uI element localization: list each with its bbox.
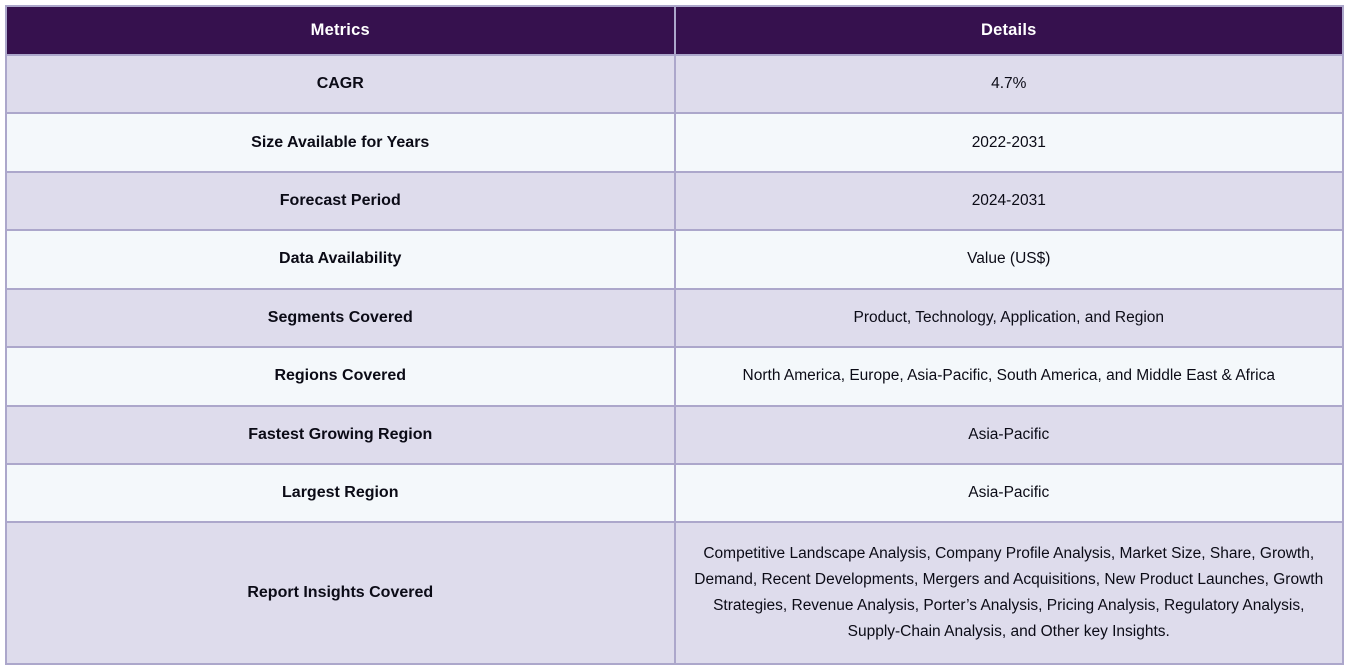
header-row: Metrics Details [5,5,1344,56]
table-row: Fastest Growing Region Asia-Pacific [5,404,1344,465]
table-row: CAGR 4.7% [5,53,1344,115]
detail-cell: Value (US$) [673,229,1344,290]
detail-cell: North America, Europe, Asia-Pacific, Sou… [673,346,1344,407]
detail-cell: Asia-Pacific [673,462,1344,524]
detail-cell: Asia-Pacific [673,404,1344,465]
table-row: Largest Region Asia-Pacific [5,462,1344,524]
detail-cell: 4.7% [673,53,1344,115]
table-row: Segments Covered Product, Technology, Ap… [5,287,1344,349]
table-row: Regions Covered North America, Europe, A… [5,346,1344,407]
detail-cell: 2024-2031 [673,170,1344,232]
metric-cell: Segments Covered [5,287,676,349]
metric-cell: Fastest Growing Region [5,404,676,465]
column-header-metrics: Metrics [5,5,676,56]
metric-cell: Forecast Period [5,170,676,232]
report-scope-table: Metrics Details CAGR 4.7% Size Available… [5,5,1344,665]
metric-cell: Size Available for Years [5,112,676,173]
detail-cell: Competitive Landscape Analysis, Company … [673,521,1344,665]
table-row: Forecast Period 2024-2031 [5,170,1344,232]
metric-cell: Largest Region [5,462,676,524]
metric-cell: CAGR [5,53,676,115]
metric-cell: Report Insights Covered [5,521,676,665]
column-header-details: Details [673,5,1344,56]
detail-cell: Product, Technology, Application, and Re… [673,287,1344,349]
table-body: CAGR 4.7% Size Available for Years 2022-… [5,53,1344,665]
table-row: Data Availability Value (US$) [5,229,1344,290]
metric-cell: Data Availability [5,229,676,290]
table-row: Size Available for Years 2022-2031 [5,112,1344,173]
detail-cell: 2022-2031 [673,112,1344,173]
report-scope-table-container: Metrics Details CAGR 4.7% Size Available… [5,5,1344,665]
table-row: Report Insights Covered Competitive Land… [5,521,1344,665]
metric-cell: Regions Covered [5,346,676,407]
